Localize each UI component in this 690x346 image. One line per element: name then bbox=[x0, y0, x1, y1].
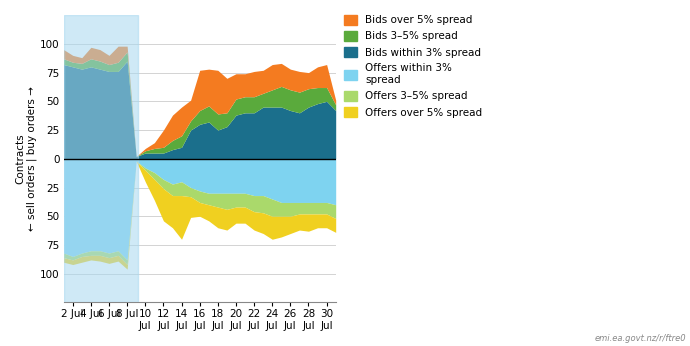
Text: emi.ea.govt.nz/r/ftre0: emi.ea.govt.nz/r/ftre0 bbox=[595, 334, 687, 343]
Legend: Bids over 5% spread, Bids 3–5% spread, Bids within 3% spread, Offers within 3%
s: Bids over 5% spread, Bids 3–5% spread, B… bbox=[344, 15, 482, 118]
Y-axis label: Contracts
← sell orders | buy orders →: Contracts ← sell orders | buy orders → bbox=[15, 86, 37, 231]
Bar bbox=[63, 15, 138, 302]
